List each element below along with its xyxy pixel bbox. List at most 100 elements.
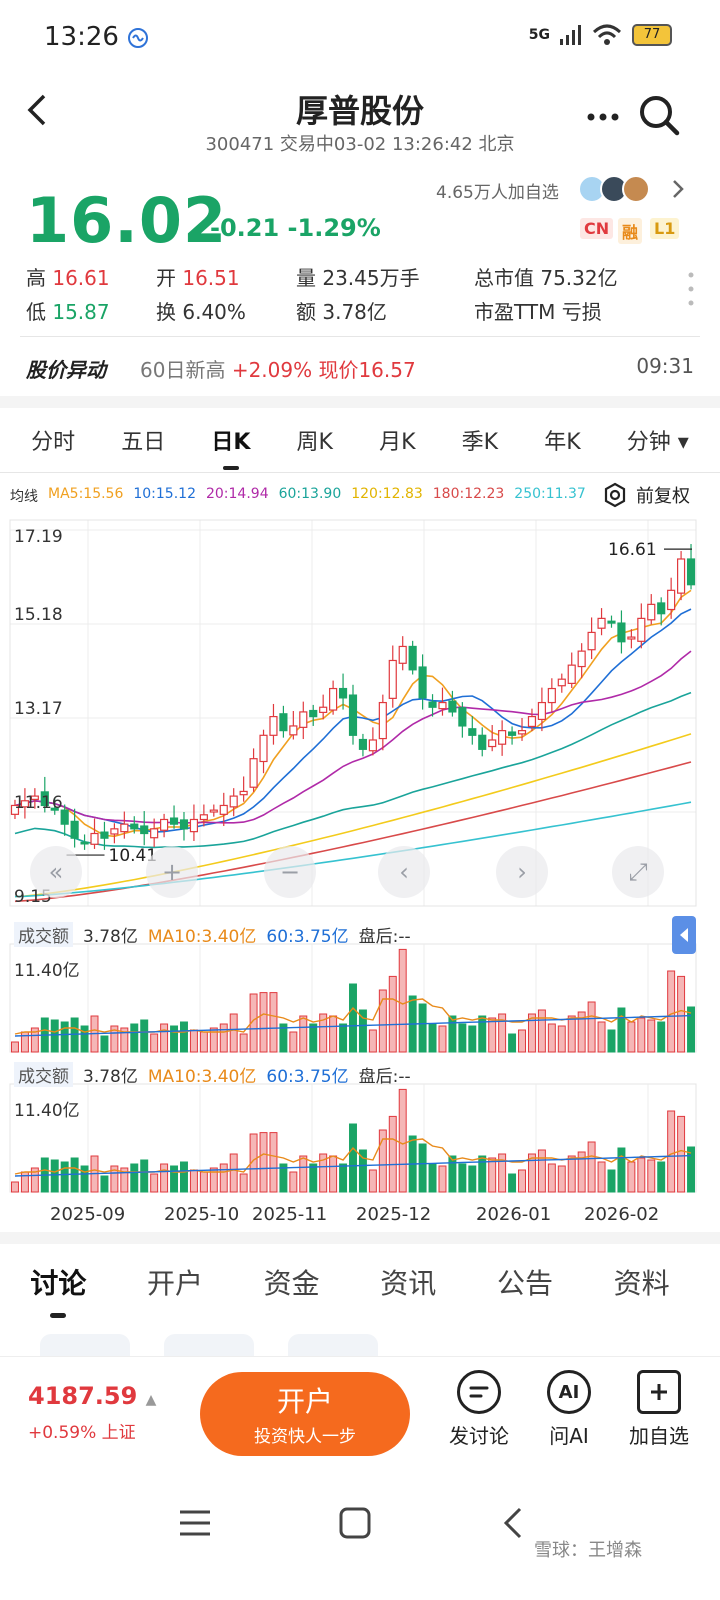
filter-chip[interactable] xyxy=(288,1334,378,1356)
battery-icon: 77 xyxy=(632,24,672,46)
section-gap xyxy=(0,1232,720,1244)
tab-intraday[interactable]: 分时 xyxy=(31,430,76,455)
tab-5day[interactable]: 五日 xyxy=(121,430,166,455)
tab-daily-k[interactable]: 日K xyxy=(211,424,250,470)
y-tick-label: 17.19 xyxy=(14,527,63,547)
chart-grid xyxy=(9,519,697,907)
stat-turnover: 换 6.40% xyxy=(156,296,246,325)
post-discussion-button[interactable]: 发讨论 xyxy=(434,1370,524,1449)
ma20-line xyxy=(14,650,692,824)
candle-body xyxy=(20,800,29,808)
volume-label: 成交额 xyxy=(14,922,73,947)
volume-bar xyxy=(289,1171,298,1193)
volume-after: 盘后:-- xyxy=(358,927,411,947)
tab-monthly-k[interactable]: 月K xyxy=(379,430,416,455)
back-button[interactable] xyxy=(24,92,50,138)
volume-bar xyxy=(388,975,397,1053)
tab-news[interactable]: 资讯 xyxy=(380,1267,437,1300)
volume-bar xyxy=(458,1163,467,1193)
notice-text[interactable]: 60日新高 +2.09% 现价16.57 xyxy=(140,354,416,383)
tab-quarterly-k[interactable]: 季K xyxy=(461,430,499,455)
candle-body xyxy=(60,809,69,825)
volume-bar xyxy=(488,1017,497,1053)
ma-legend[interactable]: 均线 MA5:15.56 10:15.12 20:14.94 60:13.90 … xyxy=(10,486,586,506)
ma250-value: 250:11.37 xyxy=(514,486,586,502)
more-button[interactable] xyxy=(586,96,620,129)
zoom-out-icon: − xyxy=(280,858,300,886)
rewind-button[interactable]: « xyxy=(30,846,82,898)
page-title: 厚普股份 xyxy=(295,92,424,130)
tab-discussion[interactable]: 讨论 xyxy=(30,1262,86,1318)
menu-icon[interactable] xyxy=(178,1508,212,1538)
volume-bar xyxy=(60,1021,69,1053)
followers-count[interactable]: 4.65万人加自选 xyxy=(436,183,559,203)
candle-body xyxy=(50,807,59,811)
zoom-out-button[interactable]: − xyxy=(264,846,316,898)
volume-bar xyxy=(110,1165,119,1193)
badge-cn: CN xyxy=(580,218,614,239)
next-button[interactable]: › xyxy=(496,846,548,898)
filter-chip[interactable] xyxy=(40,1334,130,1356)
post-discussion-label: 发讨论 xyxy=(449,1424,509,1448)
follower-avatars[interactable] xyxy=(578,174,688,208)
volume-bar xyxy=(229,1013,238,1053)
candle-body xyxy=(458,707,467,727)
stat-open-label: 开 xyxy=(156,266,176,290)
watermark: 雪球：王增森 xyxy=(534,1540,642,1561)
fullscreen-icon: ⤢ xyxy=(628,858,647,886)
candle-body xyxy=(627,636,636,640)
volume-bar xyxy=(170,1025,179,1053)
prev-button[interactable]: ‹ xyxy=(378,846,430,898)
candle-body xyxy=(80,841,89,845)
index-value[interactable]: 4187.59 ▲ xyxy=(28,1382,156,1410)
volume-bar xyxy=(647,1019,656,1053)
volume-after-2: 盘后:-- xyxy=(358,1067,411,1087)
candle-body xyxy=(110,828,119,835)
tab-minute[interactable]: 分钟 ▾ xyxy=(626,430,689,455)
filter-chip[interactable] xyxy=(164,1334,254,1356)
volume-bar xyxy=(50,1159,59,1193)
chat-bubble-icon xyxy=(457,1370,501,1414)
candle-body xyxy=(428,701,437,708)
fullscreen-button[interactable]: ⤢ xyxy=(612,846,664,898)
stat-low-value: 15.87 xyxy=(52,300,110,324)
tab-capital[interactable]: 资金 xyxy=(263,1267,320,1300)
x-tick-label: 2026-01 xyxy=(476,1204,551,1222)
stat-pe-value: 亏损 xyxy=(561,300,602,324)
app-notification-icon xyxy=(128,28,148,48)
volume-bar xyxy=(299,1155,308,1193)
tab-yearly-k[interactable]: 年K xyxy=(544,430,581,455)
volume-bar xyxy=(339,1023,348,1053)
volume-bar xyxy=(537,1009,546,1053)
candle-body xyxy=(557,678,566,687)
volume-bar xyxy=(368,1029,377,1053)
add-watchlist-button[interactable]: 加自选 xyxy=(614,1370,704,1449)
open-account-button[interactable]: 开户 投资快人一步 xyxy=(200,1372,410,1456)
candle-body xyxy=(438,701,447,710)
zoom-in-button[interactable]: + xyxy=(146,846,198,898)
candle-body xyxy=(368,739,377,752)
volume-bar xyxy=(537,1149,546,1193)
search-button[interactable] xyxy=(638,94,680,140)
volume-bar xyxy=(597,1021,606,1053)
candle-body xyxy=(229,795,238,808)
tab-profile[interactable]: 资料 xyxy=(613,1267,670,1300)
status-right: 5G 77 xyxy=(529,24,672,46)
tab-weekly-k[interactable]: 周K xyxy=(296,430,333,455)
tab-announcement[interactable]: 公告 xyxy=(496,1267,553,1300)
open-account-sublabel: 投资快人一步 xyxy=(254,1427,356,1447)
home-icon[interactable] xyxy=(338,1506,372,1540)
adjust-toggle[interactable]: 前复权 xyxy=(602,482,690,508)
collapse-panel-button[interactable] xyxy=(672,916,696,954)
stats-expand-button[interactable] xyxy=(688,272,694,310)
y-tick-label: 13.17 xyxy=(14,699,63,719)
volume-bar xyxy=(438,1165,447,1193)
tab-open-account[interactable]: 开户 xyxy=(146,1267,203,1300)
candle-body xyxy=(189,818,199,833)
candle-body xyxy=(150,828,159,839)
candle-body xyxy=(408,645,417,671)
system-nav-bar: 雪球：王增森 xyxy=(0,1500,720,1561)
ask-ai-button[interactable]: AI 问AI xyxy=(524,1370,614,1449)
back-nav-icon[interactable] xyxy=(500,1506,526,1540)
